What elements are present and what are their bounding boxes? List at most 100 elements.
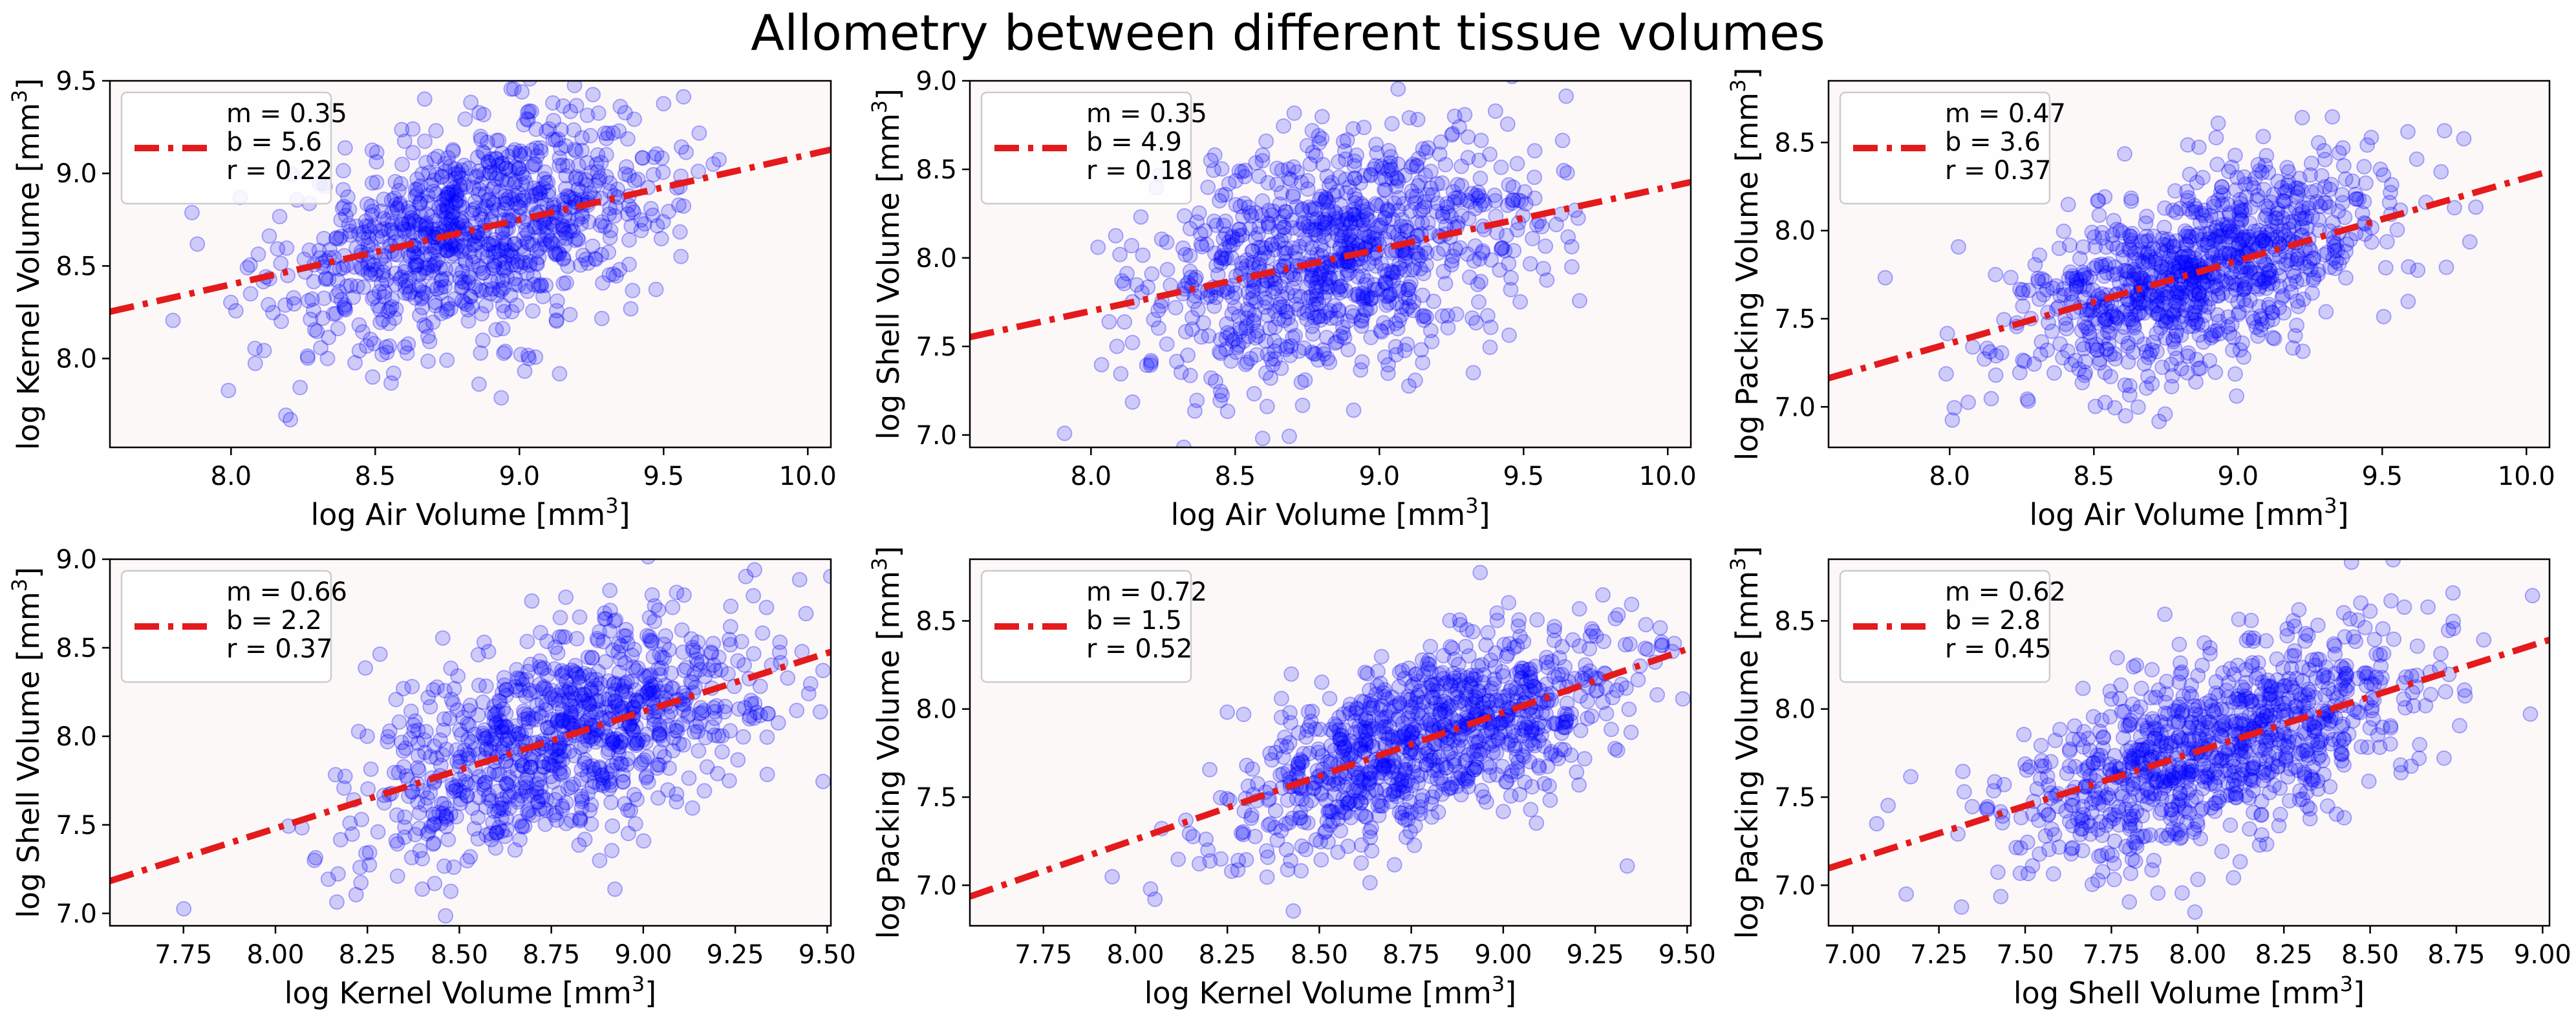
- data-point: [1418, 144, 1434, 160]
- data-point: [1359, 211, 1375, 227]
- data-point: [533, 143, 549, 159]
- data-point: [480, 236, 497, 252]
- data-point: [1419, 245, 1435, 261]
- data-point: [397, 279, 413, 295]
- data-point: [1544, 654, 1560, 669]
- data-point: [535, 180, 552, 196]
- data-point: [1199, 289, 1216, 305]
- data-point: [363, 198, 380, 214]
- data-point: [1329, 218, 1344, 234]
- data-point: [2086, 261, 2102, 277]
- data-point: [1192, 226, 1208, 242]
- data-point: [1133, 209, 1149, 225]
- data-point: [453, 170, 469, 186]
- data-point: [1378, 274, 1394, 290]
- data-point: [1326, 187, 1342, 203]
- data-point: [1375, 160, 1391, 176]
- data-point: [669, 584, 685, 601]
- data-point: [396, 133, 413, 149]
- data-point: [1434, 175, 1450, 191]
- data-point: [320, 871, 336, 887]
- data-point: [1400, 282, 1416, 297]
- data-point: [516, 169, 532, 186]
- data-point: [1412, 203, 1428, 219]
- data-point: [2130, 399, 2146, 415]
- data-point: [634, 150, 650, 166]
- data-point: [2021, 283, 2037, 299]
- data-point: [447, 161, 463, 177]
- data-point: [2351, 191, 2367, 207]
- data-point: [412, 196, 428, 212]
- data-point: [428, 123, 444, 139]
- data-point: [2254, 233, 2270, 249]
- data-point: [1093, 357, 1110, 373]
- data-point: [1284, 240, 1300, 256]
- data-point: [1357, 277, 1373, 293]
- data-point: [1216, 251, 1232, 267]
- data-point: [1415, 308, 1430, 325]
- data-point: [2176, 246, 2193, 261]
- data-point: [2433, 164, 2449, 180]
- data-point: [1373, 158, 1390, 175]
- data-point: [438, 189, 455, 206]
- data-point: [546, 112, 562, 129]
- data-point: [1246, 257, 1261, 273]
- data-point: [1380, 162, 1397, 178]
- data-point: [1334, 232, 1349, 248]
- data-point: [510, 253, 526, 270]
- data-point: [1356, 292, 1372, 308]
- data-point: [506, 236, 522, 252]
- data-point: [1363, 291, 1379, 307]
- data-point: [433, 272, 449, 288]
- data-point: [1294, 202, 1310, 219]
- x-tick-label: 9.25: [1567, 940, 1624, 970]
- data-point: [645, 207, 661, 223]
- data-point: [2167, 183, 2183, 199]
- data-point: [2168, 328, 2184, 344]
- data-point: [485, 195, 501, 211]
- data-point: [403, 210, 420, 226]
- data-point: [1314, 674, 1330, 690]
- data-point: [445, 142, 461, 158]
- data-point: [2149, 306, 2165, 322]
- data-point: [597, 219, 613, 235]
- data-point: [1440, 204, 1456, 220]
- data-point: [2048, 278, 2065, 294]
- data-point: [1135, 247, 1151, 263]
- data-point: [1263, 370, 1278, 386]
- data-point: [1420, 215, 1436, 231]
- data-point: [2103, 369, 2119, 385]
- data-point: [711, 728, 727, 744]
- x-tick-label: 8.75: [1382, 940, 1440, 970]
- data-point: [367, 266, 383, 283]
- data-point: [575, 248, 591, 263]
- data-point: [486, 257, 502, 273]
- data-point: [439, 352, 455, 369]
- data-point: [2220, 164, 2237, 180]
- data-point: [1269, 176, 1285, 192]
- data-point: [1214, 161, 1230, 177]
- data-point: [1294, 838, 1310, 854]
- data-point: [438, 908, 454, 924]
- data-point: [358, 660, 374, 676]
- data-point: [2242, 292, 2258, 308]
- data-point: [1113, 366, 1129, 382]
- data-point: [485, 261, 501, 277]
- data-point: [2213, 250, 2229, 266]
- data-point: [1208, 373, 1223, 389]
- data-point: [1263, 237, 1280, 253]
- data-point: [1124, 394, 1141, 410]
- data-point: [1212, 383, 1229, 400]
- data-point: [512, 200, 528, 215]
- data-point: [2180, 193, 2196, 209]
- data-point: [1320, 202, 1336, 219]
- data-point: [384, 222, 400, 238]
- data-point: [419, 260, 435, 276]
- data-point: [277, 297, 294, 313]
- data-point: [1425, 689, 1441, 705]
- data-point: [2275, 193, 2292, 209]
- data-point: [353, 875, 369, 891]
- data-point: [1377, 210, 1393, 226]
- data-point: [1442, 612, 1458, 628]
- data-point: [1246, 386, 1262, 401]
